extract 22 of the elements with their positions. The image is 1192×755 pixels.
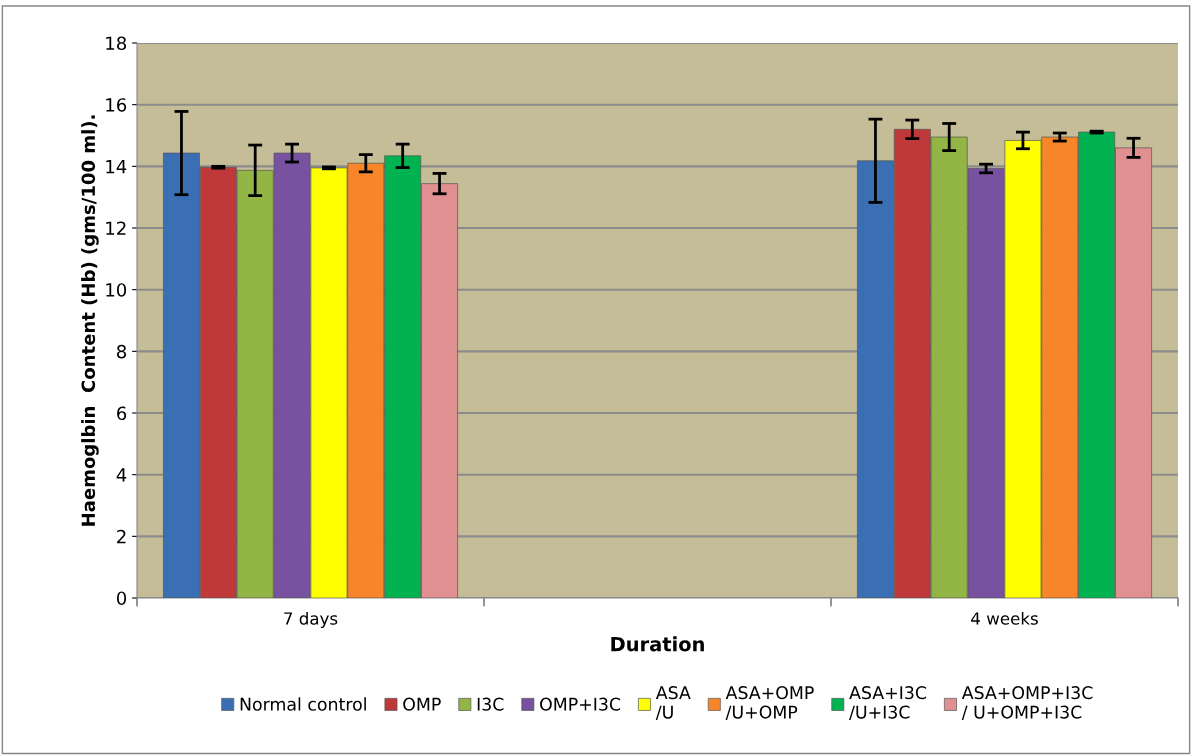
y-tick-label: 12 [106, 221, 126, 235]
y-tick-label: 18 [106, 36, 127, 51]
legend-label: ASA+OMP /U+OMP [725, 686, 814, 721]
y-tick-label: 4 [116, 468, 127, 482]
y-tick-label: 2 [117, 529, 126, 544]
legend-label: OMP+I3C [540, 697, 621, 711]
x-tick-label: 7 days [284, 611, 338, 629]
y-tick-label: 14 [106, 160, 127, 174]
x-axis-title: Duration [611, 636, 704, 652]
legend-label: Normal control [240, 697, 366, 711]
y-tick-label: 0 [116, 591, 127, 606]
y-tick-label: 8 [117, 344, 127, 359]
y-tick-label: 10 [106, 283, 127, 297]
y-axis-title: Haemoglbin Content (Hb) (gms/100 ml). [81, 115, 99, 526]
legend-label: I3C [477, 697, 504, 711]
x-tick-label: 4 weeks [971, 611, 1038, 625]
y-tick-label: 16 [106, 98, 127, 112]
y-tick-label: 6 [117, 406, 127, 421]
legend-label: ASA /U [655, 686, 691, 721]
legend-label: ASA+I3C /U+I3C [849, 686, 927, 721]
legend-label: OMP [403, 697, 441, 711]
legend-label: ASA+OMP+I3C / U+OMP+I3C [961, 686, 1093, 721]
